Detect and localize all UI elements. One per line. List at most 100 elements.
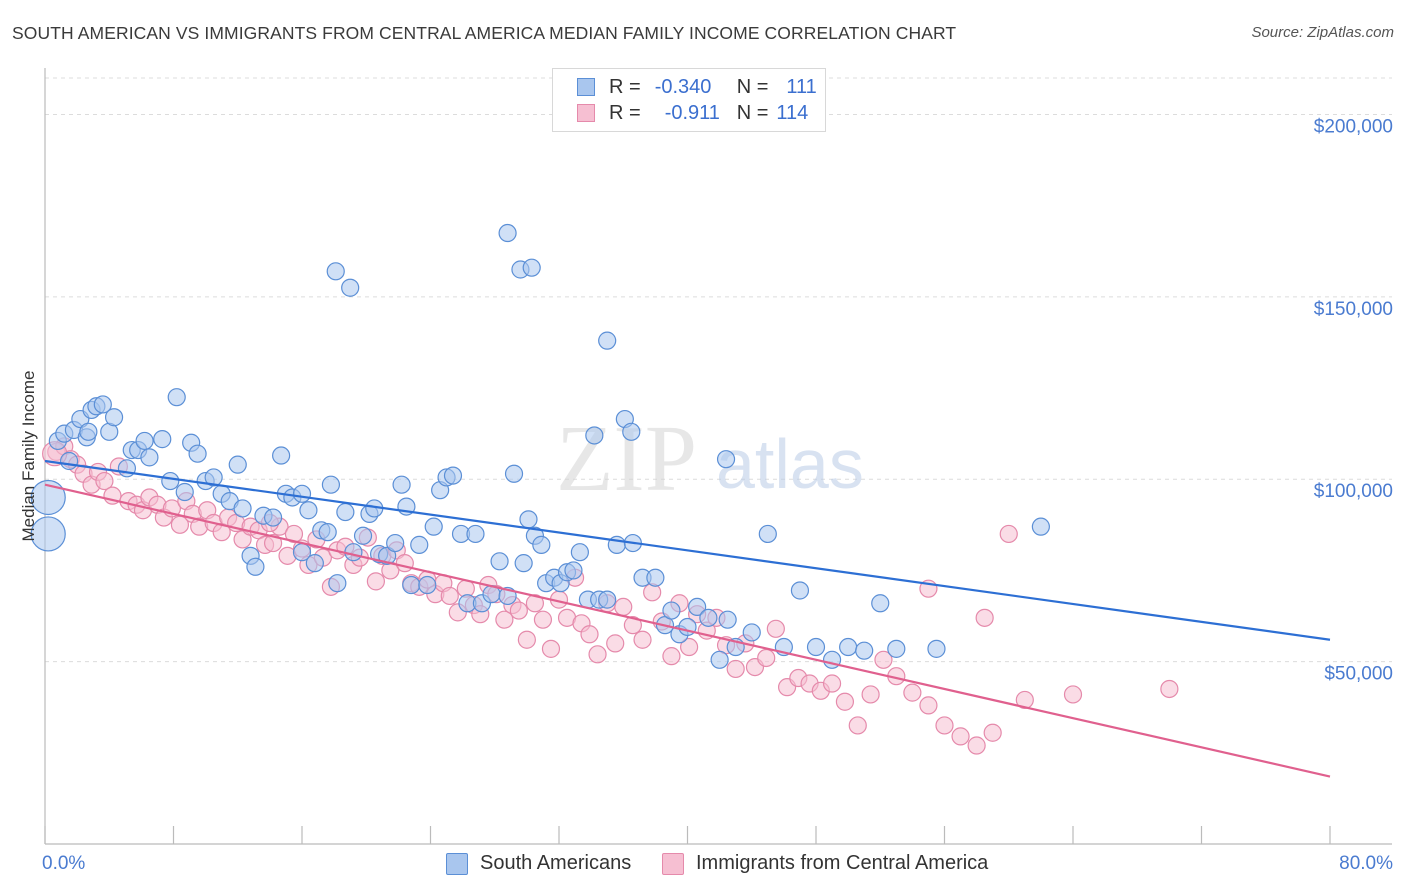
point-south-american: [353, 526, 373, 545]
legend-swatch-blue: [577, 78, 595, 96]
point-central-america: [919, 696, 938, 715]
point-central-america: [1015, 690, 1034, 710]
point-south-american: [927, 639, 946, 658]
y-tick-label: $200,000: [1314, 116, 1393, 137]
legend-row-south-americans: R = -0.340 N = 111: [553, 75, 817, 99]
point-south-american: [532, 535, 551, 554]
point-south-american: [871, 594, 890, 613]
point-south-american: [305, 554, 324, 573]
point-south-american: [887, 639, 906, 658]
point-central-america: [614, 597, 633, 617]
point-south-american: [272, 446, 291, 465]
point-central-america: [975, 608, 994, 627]
point-central-america: [366, 572, 385, 591]
point-central-america: [999, 524, 1018, 544]
legend-item-central-america: Immigrants from Central America: [662, 852, 988, 875]
point-south-american: [418, 575, 437, 595]
point-south-american: [504, 464, 524, 483]
point-south-american: [336, 502, 355, 522]
trend-lines: [44, 459, 1331, 778]
y-axis-label: Median Family Income: [19, 370, 38, 541]
y-tick-labels: $50,000 $100,000 $150,000 $200,000: [1314, 116, 1393, 684]
point-south-american: [402, 575, 421, 595]
point-south-american: [839, 637, 858, 657]
series-south-americans: [30, 223, 1050, 669]
point-central-america: [861, 685, 880, 704]
point-central-america: [495, 610, 514, 629]
point-south-american: [93, 395, 112, 414]
point-south-american: [490, 552, 509, 571]
point-south-american: [522, 258, 541, 277]
point-central-america: [935, 716, 954, 735]
legend-label-south-americans: South Americans: [480, 852, 632, 874]
point-south-american: [30, 479, 66, 516]
point-south-american: [161, 471, 180, 491]
series-legend: South Americans Immigrants from Central …: [0, 852, 1406, 878]
point-south-american: [662, 601, 681, 620]
legend-swatch-pink: [662, 852, 684, 875]
legend-swatch-pink: [577, 104, 595, 122]
point-south-american: [710, 650, 729, 669]
point-central-america: [395, 554, 414, 573]
point-south-american: [622, 422, 641, 441]
point-central-america: [680, 637, 699, 657]
point-south-american: [688, 597, 707, 617]
legend-r-label: R =: [609, 75, 641, 98]
trend-line-south-americans: [44, 459, 1331, 641]
point-south-american: [153, 430, 172, 449]
legend-n-value: 111: [786, 75, 817, 98]
point-south-american: [716, 450, 736, 469]
y-tick-label: $100,000: [1314, 481, 1393, 502]
x-tick-labels: 0.0% 80.0%: [42, 853, 1393, 874]
point-south-american: [424, 517, 443, 536]
point-south-american: [292, 484, 312, 503]
point-central-america: [263, 533, 283, 553]
point-central-america: [835, 692, 855, 711]
point-central-america: [726, 659, 745, 679]
legend-n-label: N =: [736, 75, 769, 98]
trend-line-central-america: [44, 483, 1331, 778]
legend-item-south-americans: South Americans: [446, 852, 631, 875]
point-south-american: [204, 468, 223, 487]
point-south-american: [855, 641, 874, 660]
point-south-american: [299, 501, 318, 520]
point-south-american: [758, 524, 777, 544]
point-central-america: [822, 674, 842, 693]
point-south-american: [318, 523, 337, 542]
y-tick-label: $150,000: [1314, 299, 1393, 320]
point-south-american: [233, 499, 252, 518]
point-central-america: [606, 634, 625, 653]
point-south-american: [386, 533, 405, 553]
point-south-american: [718, 610, 737, 629]
source-attribution: Source: ZipAtlas.com: [1251, 24, 1394, 41]
point-central-america: [757, 648, 776, 668]
point-south-american: [188, 444, 207, 463]
point-south-american: [59, 451, 79, 471]
point-south-american: [806, 637, 826, 657]
point-central-america: [525, 594, 545, 613]
point-central-america: [509, 601, 528, 620]
point-south-american: [263, 508, 283, 527]
point-south-american: [392, 475, 411, 494]
legend-n-value: 114: [776, 101, 809, 124]
x-tick-label: 0.0%: [42, 853, 85, 874]
point-south-american: [341, 278, 360, 297]
point-south-american: [443, 466, 463, 485]
point-south-american: [699, 608, 718, 627]
chart-title: SOUTH AMERICAN VS IMMIGRANTS FROM CENTRA…: [12, 23, 957, 43]
point-south-american: [498, 223, 517, 243]
point-central-america: [766, 619, 785, 638]
point-central-america: [541, 639, 561, 658]
point-south-american: [140, 448, 159, 467]
point-central-america: [533, 610, 553, 629]
point-south-american: [1031, 517, 1050, 536]
point-south-american: [585, 426, 604, 445]
point-central-america: [284, 524, 304, 544]
watermark: ZIP atlas: [556, 407, 864, 511]
point-central-america: [662, 647, 681, 666]
point-central-america: [848, 716, 867, 735]
point-central-america: [903, 683, 922, 702]
point-south-american: [519, 510, 538, 529]
legend-r-label: R =: [609, 101, 641, 124]
